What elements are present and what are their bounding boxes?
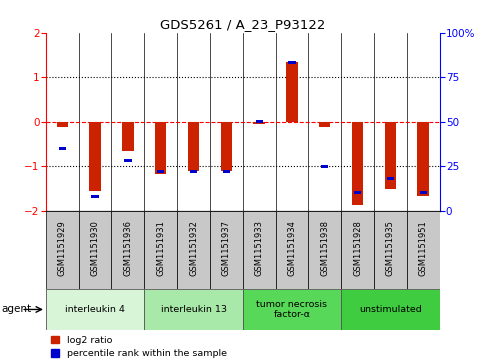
Bar bbox=[46, 289, 144, 330]
Text: GSM1151935: GSM1151935 bbox=[386, 220, 395, 276]
Bar bbox=[275, 211, 308, 289]
Bar bbox=[221, 122, 232, 171]
Text: GSM1151928: GSM1151928 bbox=[353, 220, 362, 276]
Bar bbox=[79, 211, 112, 289]
Bar bbox=[46, 211, 79, 289]
Text: GSM1151932: GSM1151932 bbox=[189, 220, 198, 276]
Text: interleukin 13: interleukin 13 bbox=[160, 305, 227, 314]
Text: GSM1151933: GSM1151933 bbox=[255, 220, 264, 276]
Bar bbox=[321, 164, 328, 168]
Text: GSM1151931: GSM1151931 bbox=[156, 220, 165, 276]
Legend: log2 ratio, percentile rank within the sample: log2 ratio, percentile rank within the s… bbox=[51, 335, 227, 358]
Bar bbox=[387, 177, 394, 180]
Title: GDS5261 / A_23_P93122: GDS5261 / A_23_P93122 bbox=[160, 19, 326, 32]
Bar bbox=[341, 211, 374, 289]
Text: interleukin 4: interleukin 4 bbox=[65, 305, 125, 314]
Bar bbox=[256, 120, 263, 123]
Bar bbox=[341, 289, 440, 330]
Bar bbox=[319, 122, 330, 127]
Text: GSM1151938: GSM1151938 bbox=[320, 220, 329, 276]
Bar bbox=[112, 211, 144, 289]
Text: GSM1151951: GSM1151951 bbox=[419, 220, 427, 276]
Bar bbox=[91, 195, 99, 198]
Text: agent: agent bbox=[1, 305, 31, 314]
Bar bbox=[157, 170, 164, 173]
Bar bbox=[144, 211, 177, 289]
Text: GSM1151930: GSM1151930 bbox=[91, 220, 99, 276]
Bar bbox=[57, 122, 68, 127]
Text: GSM1151934: GSM1151934 bbox=[287, 220, 297, 276]
Bar bbox=[210, 211, 243, 289]
Bar bbox=[188, 122, 199, 171]
Bar bbox=[58, 147, 66, 150]
Bar bbox=[288, 61, 296, 65]
Text: GSM1151929: GSM1151929 bbox=[58, 220, 67, 276]
Bar bbox=[122, 122, 134, 151]
Bar bbox=[286, 62, 298, 122]
Bar bbox=[407, 211, 440, 289]
Text: unstimulated: unstimulated bbox=[359, 305, 422, 314]
Bar bbox=[352, 122, 363, 205]
Bar bbox=[89, 122, 101, 191]
Bar bbox=[242, 289, 341, 330]
Bar bbox=[417, 122, 429, 196]
Bar bbox=[354, 191, 361, 194]
Bar bbox=[242, 211, 275, 289]
Bar bbox=[254, 122, 265, 124]
Bar bbox=[124, 159, 131, 162]
Bar bbox=[190, 170, 197, 173]
Bar bbox=[223, 170, 230, 173]
Text: GSM1151936: GSM1151936 bbox=[123, 220, 132, 276]
Bar bbox=[144, 289, 242, 330]
Bar bbox=[177, 211, 210, 289]
Bar bbox=[420, 191, 427, 194]
Text: tumor necrosis
factor-α: tumor necrosis factor-α bbox=[256, 300, 327, 319]
Bar bbox=[374, 211, 407, 289]
Bar bbox=[155, 122, 167, 174]
Bar bbox=[384, 122, 396, 189]
Bar bbox=[308, 211, 341, 289]
Text: GSM1151937: GSM1151937 bbox=[222, 220, 231, 276]
